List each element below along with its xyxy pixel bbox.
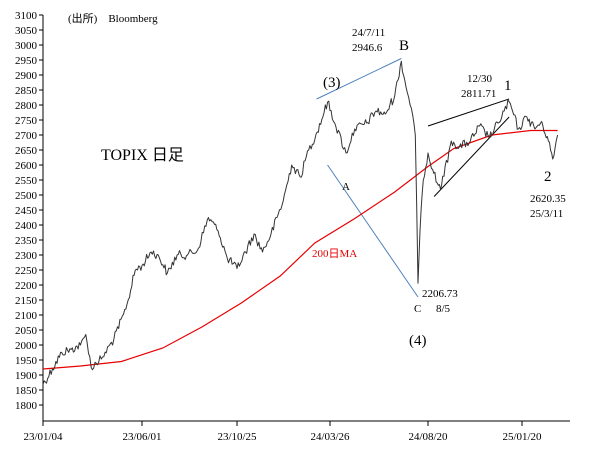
trendline-black [427, 98, 510, 127]
moving-average-layer [42, 129, 558, 370]
x-tick-label: 23/06/01 [122, 431, 161, 443]
x-tick-label: 24/08/20 [408, 431, 448, 443]
x-tick-label: 25/01/20 [502, 431, 542, 443]
source-label: (出所) Bloomberg [68, 11, 158, 25]
peak-b-label: B [399, 38, 409, 54]
y-tick-label: 2950 [15, 55, 38, 67]
latest-date: 25/3/11 [530, 208, 563, 220]
high-1230-date: 12/30 [467, 73, 493, 85]
high-1230-value: 2811.71 [461, 88, 496, 100]
trendline-blue [327, 164, 419, 298]
wave4-label: (4) [409, 333, 427, 349]
y-tick-label: 2350 [15, 235, 38, 247]
peak-b-date: 24/7/11 [352, 27, 385, 39]
y-tick-label: 1900 [15, 370, 38, 382]
y-tick-label: 2900 [15, 70, 38, 82]
y-tick-label: 2400 [15, 220, 38, 232]
peak-b-value: 2946.6 [352, 42, 383, 54]
x-axis-ticks: 23/01/04 23/06/01 23/10/25 24/03/26 24/08/20… [23, 421, 542, 443]
y-tick-label: 3050 [15, 25, 38, 37]
moving-average-line [42, 129, 558, 370]
y-tick-label: 2000 [15, 340, 38, 352]
y-tick-label: 2650 [15, 145, 38, 157]
low-c-value: 2206.73 [422, 288, 458, 300]
chart-title: TOPIX 日足 [101, 147, 184, 164]
y-tick-label: 1800 [15, 400, 38, 412]
y-tick-label: 2050 [15, 325, 38, 337]
y-tick-label: 2850 [15, 85, 38, 97]
y-tick-label: 3000 [15, 40, 38, 52]
price-series-line [42, 60, 559, 385]
y-tick-label: 2300 [15, 250, 38, 262]
ma-label: 200日MA [312, 248, 357, 260]
y-tick-label: 2200 [15, 280, 38, 292]
x-tick-label: 24/03/26 [310, 431, 350, 443]
y-tick-label: 2600 [15, 160, 38, 172]
y-tick-label: 2550 [15, 175, 38, 187]
low-c-date: 8/5 [436, 303, 451, 315]
wave3-label: (3) [323, 75, 341, 91]
y-tick-label: 2700 [15, 130, 38, 142]
low-c-label: C [414, 303, 421, 315]
x-tick-label: 23/01/04 [23, 431, 63, 443]
y-tick-label: 2750 [15, 115, 38, 127]
y-tick-label: 3100 [15, 10, 38, 22]
y-tick-label: 1950 [15, 355, 38, 367]
trendline-blue [316, 58, 402, 100]
y-tick-label: 2800 [15, 100, 38, 112]
y-tick-label: 1850 [15, 385, 38, 397]
trendline-black [433, 116, 510, 197]
y-tick-label: 2150 [15, 295, 38, 307]
x-tick-label: 23/10/25 [217, 431, 257, 443]
y-tick-label: 2450 [15, 205, 38, 217]
trendlines [316, 58, 510, 298]
price-layer [42, 60, 559, 385]
wave2-label: 2 [544, 169, 552, 185]
latest-value: 2620.35 [530, 193, 566, 205]
y-tick-label: 2100 [15, 310, 38, 322]
y-tick-label: 2250 [15, 265, 38, 277]
y-axis-ticks: 1800 1850 1900 1950 2000 2050 2100 2150 2200 2250… [15, 10, 43, 412]
point-a-label: A [342, 181, 350, 193]
wave1-label: 1 [504, 78, 512, 94]
y-tick-label: 2500 [15, 190, 38, 202]
